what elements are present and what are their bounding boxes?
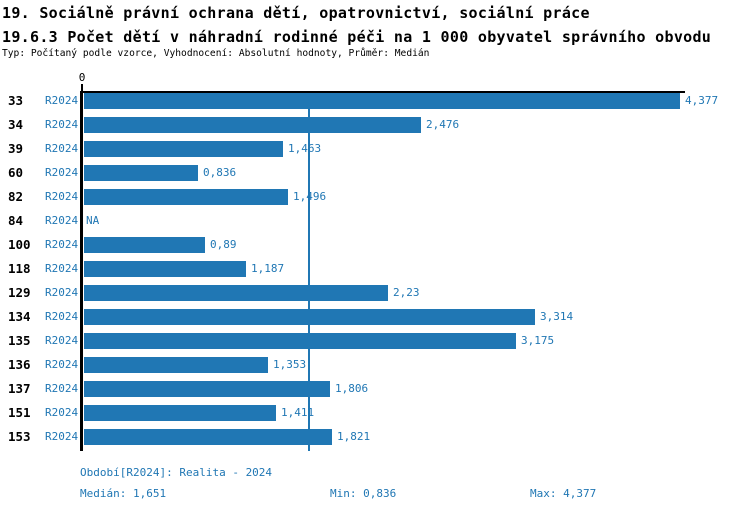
row-period-label: R2024 — [45, 118, 79, 131]
row-category-label: 137 — [8, 381, 31, 396]
bar-value-label: 1,821 — [337, 430, 371, 443]
row-period-label: R2024 — [45, 262, 79, 275]
row-period-label: R2024 — [45, 190, 79, 203]
chart-title: 19.6.3 Počet dětí v náhradní rodinné péč… — [2, 28, 712, 46]
bar — [84, 309, 535, 325]
bar — [84, 189, 288, 205]
x-axis-line — [82, 91, 685, 93]
bar-value-label: NA — [86, 214, 100, 227]
row-category-label: 129 — [8, 285, 31, 300]
row-period-label: R2024 — [45, 286, 79, 299]
median-reference-line — [308, 93, 310, 451]
row-period-label: R2024 — [45, 358, 79, 371]
report-section-title: 19. Sociálně právní ochrana dětí, opatro… — [2, 4, 590, 22]
row-category-label: 151 — [8, 405, 31, 420]
row-category-label: 84 — [8, 213, 24, 228]
bar-value-label: 4,377 — [685, 94, 719, 107]
bar-value-label: 1,353 — [273, 358, 307, 371]
bar — [84, 285, 388, 301]
row-category-label: 100 — [8, 237, 31, 252]
row-category-label: 34 — [8, 117, 24, 132]
row-category-label: 39 — [8, 141, 24, 156]
bar — [84, 357, 268, 373]
footer-median-stat: Medián: 1,651 — [80, 487, 167, 500]
bar-value-label: 2,23 — [393, 286, 420, 299]
bar-value-label: 1,463 — [288, 142, 322, 155]
bar-value-label: 0,89 — [210, 238, 237, 251]
bar-value-label: 1,496 — [293, 190, 327, 203]
row-period-label: R2024 — [45, 94, 79, 107]
bar — [84, 117, 421, 133]
bar — [84, 237, 205, 253]
row-period-label: R2024 — [45, 382, 79, 395]
bar — [84, 141, 283, 157]
bar-value-label: 3,314 — [540, 310, 574, 323]
bar-value-label: 2,476 — [426, 118, 460, 131]
row-period-label: R2024 — [45, 238, 79, 251]
row-period-label: R2024 — [45, 166, 79, 179]
footer-period-label: Období[R2024]: Realita - 2024 — [80, 466, 273, 479]
row-period-label: R2024 — [45, 142, 79, 155]
bar — [84, 165, 198, 181]
row-category-label: 135 — [8, 333, 31, 348]
bar-value-label: 0,836 — [203, 166, 237, 179]
row-period-label: R2024 — [45, 214, 79, 227]
row-period-label: R2024 — [45, 406, 79, 419]
row-category-label: 60 — [8, 165, 24, 180]
bar-value-label: 1,187 — [251, 262, 285, 275]
bar — [84, 405, 276, 421]
bar — [84, 429, 332, 445]
row-category-label: 153 — [8, 429, 31, 444]
row-category-label: 82 — [8, 189, 24, 204]
x-axis-tick — [81, 84, 83, 92]
row-category-label: 118 — [8, 261, 31, 276]
bar — [84, 261, 246, 277]
y-axis-line — [80, 91, 83, 451]
bar — [84, 381, 330, 397]
row-category-label: 33 — [8, 93, 24, 108]
row-period-label: R2024 — [45, 310, 79, 323]
footer-max-stat: Max: 4,377 — [530, 487, 597, 500]
row-period-label: R2024 — [45, 334, 79, 347]
bar — [84, 333, 516, 349]
footer-min-stat: Min: 0,836 — [330, 487, 397, 500]
chart-subtitle: Typ: Počítaný podle vzorce, Vyhodnocení:… — [2, 48, 430, 59]
bar-value-label: 1,411 — [281, 406, 315, 419]
row-category-label: 136 — [8, 357, 31, 372]
row-period-label: R2024 — [45, 430, 79, 443]
row-category-label: 134 — [8, 309, 31, 324]
x-axis-tick-label: 0 — [78, 71, 86, 84]
bar — [84, 93, 680, 109]
bar-value-label: 3,175 — [521, 334, 555, 347]
bar-value-label: 1,806 — [335, 382, 369, 395]
